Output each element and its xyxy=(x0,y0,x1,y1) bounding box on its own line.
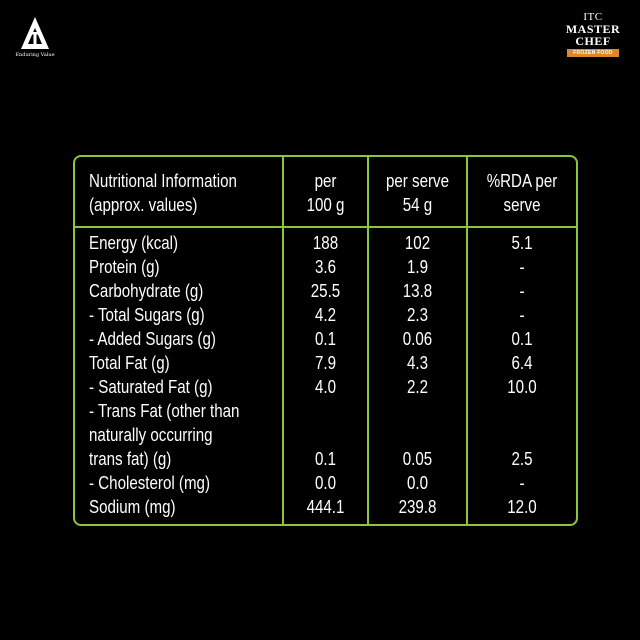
table-row: - Added Sugars (g) 0.1 0.06 0.1 xyxy=(75,327,576,351)
value-per-serve: 2.2 xyxy=(406,377,429,397)
header-per-serve: per serve 54 g xyxy=(385,171,450,215)
nutrition-table: Nutritional Information (approx. values)… xyxy=(73,155,578,526)
itc-logo: Enduring Value xyxy=(12,16,58,58)
value-per-serve: 4.3 xyxy=(406,353,429,373)
master-chef-logo: ITC MASTER CHEF FROZEN FOOD xyxy=(560,12,626,57)
nutrient-name: Sodium (mg) xyxy=(89,497,176,517)
table-row: Sodium (mg) 444.1 239.8 12.0 xyxy=(75,495,576,519)
value-rda: - xyxy=(519,257,525,277)
table-row: - Saturated Fat (g) 4.0 2.2 10.0 xyxy=(75,375,576,399)
header-nutritional-information: Nutritional Information (approx. values) xyxy=(89,171,237,215)
table-row: Energy (kcal) 188 102 5.1 xyxy=(75,231,576,255)
value-per-serve: 2.3 xyxy=(406,305,429,325)
value-per-serve: 13.8 xyxy=(402,281,433,301)
value-per-100g: 188 xyxy=(312,233,339,253)
value-per-serve: 102 xyxy=(404,233,431,253)
column-divider xyxy=(282,157,284,524)
value-per-serve: 1.9 xyxy=(406,257,429,277)
table-row: Carbohydrate (g) 25.5 13.8 - xyxy=(75,279,576,303)
column-divider xyxy=(466,157,468,524)
value-per-100g: 0.0 xyxy=(314,473,337,493)
value-per-serve: 0.0 xyxy=(406,473,429,493)
value-rda: - xyxy=(519,281,525,301)
header-rda: %RDA per serve xyxy=(486,171,558,215)
table-row: trans fat) (g) 0.1 0.05 2.5 xyxy=(75,447,576,471)
logo-tagline: Enduring Value xyxy=(15,52,55,58)
nutrient-name: trans fat) (g) xyxy=(89,449,172,469)
value-per-100g: 4.0 xyxy=(314,377,337,397)
brand-line-1: ITC xyxy=(583,11,603,23)
value-per-serve: 0.06 xyxy=(402,329,433,349)
nutrient-name: - Total Sugars (g) xyxy=(89,305,205,325)
table-row: - Total Sugars (g) 4.2 2.3 - xyxy=(75,303,576,327)
value-rda: 12.0 xyxy=(507,497,537,517)
nutrient-name: - Saturated Fat (g) xyxy=(89,377,213,397)
value-per-100g: 0.1 xyxy=(314,329,337,349)
itc-logo-icon xyxy=(21,17,49,49)
nutrient-name: naturally occurring xyxy=(89,425,213,445)
value-rda: 10.0 xyxy=(507,377,537,397)
value-rda: 2.5 xyxy=(511,449,533,469)
header-per-100g: per 100 g xyxy=(306,171,345,215)
value-rda: - xyxy=(519,473,525,493)
value-rda: 6.4 xyxy=(511,353,533,373)
nutrient-name: Total Fat (g) xyxy=(89,353,170,373)
table-row: - Cholesterol (mg) 0.0 0.0 - xyxy=(75,471,576,495)
value-per-serve: 239.8 xyxy=(398,497,437,517)
value-per-serve: 0.05 xyxy=(402,449,433,469)
nutrient-name: Energy (kcal) xyxy=(89,233,179,253)
header-divider xyxy=(75,226,576,228)
brand-line-3: CHEF xyxy=(575,34,611,48)
value-rda: 5.1 xyxy=(511,233,533,253)
value-per-100g: 444.1 xyxy=(306,497,345,517)
value-per-100g: 0.1 xyxy=(314,449,337,469)
nutrient-name: - Added Sugars (g) xyxy=(89,329,216,349)
table-row: naturally occurring xyxy=(75,423,576,447)
value-per-100g: 3.6 xyxy=(314,257,337,277)
value-per-100g: 25.5 xyxy=(310,281,341,301)
nutrient-name: Carbohydrate (g) xyxy=(89,281,204,301)
table-row: Protein (g) 3.6 1.9 - xyxy=(75,255,576,279)
nutrient-name: Protein (g) xyxy=(89,257,160,277)
column-divider xyxy=(367,157,369,524)
nutrient-name: - Cholesterol (mg) xyxy=(89,473,210,493)
value-rda: - xyxy=(519,305,525,325)
table-row: Total Fat (g) 7.9 4.3 6.4 xyxy=(75,351,576,375)
table-row: - Trans Fat (other than xyxy=(75,399,576,423)
brand-subtitle: FROZEN FOOD xyxy=(567,49,619,57)
brand-line-2: MASTER xyxy=(565,22,621,36)
nutrient-name: - Trans Fat (other than xyxy=(89,401,240,421)
value-rda: 0.1 xyxy=(511,329,533,349)
table-body: Energy (kcal) 188 102 5.1 Protein (g) 3.6 1.9… xyxy=(75,231,576,519)
value-per-100g: 4.2 xyxy=(314,305,337,325)
value-per-100g: 7.9 xyxy=(314,353,337,373)
